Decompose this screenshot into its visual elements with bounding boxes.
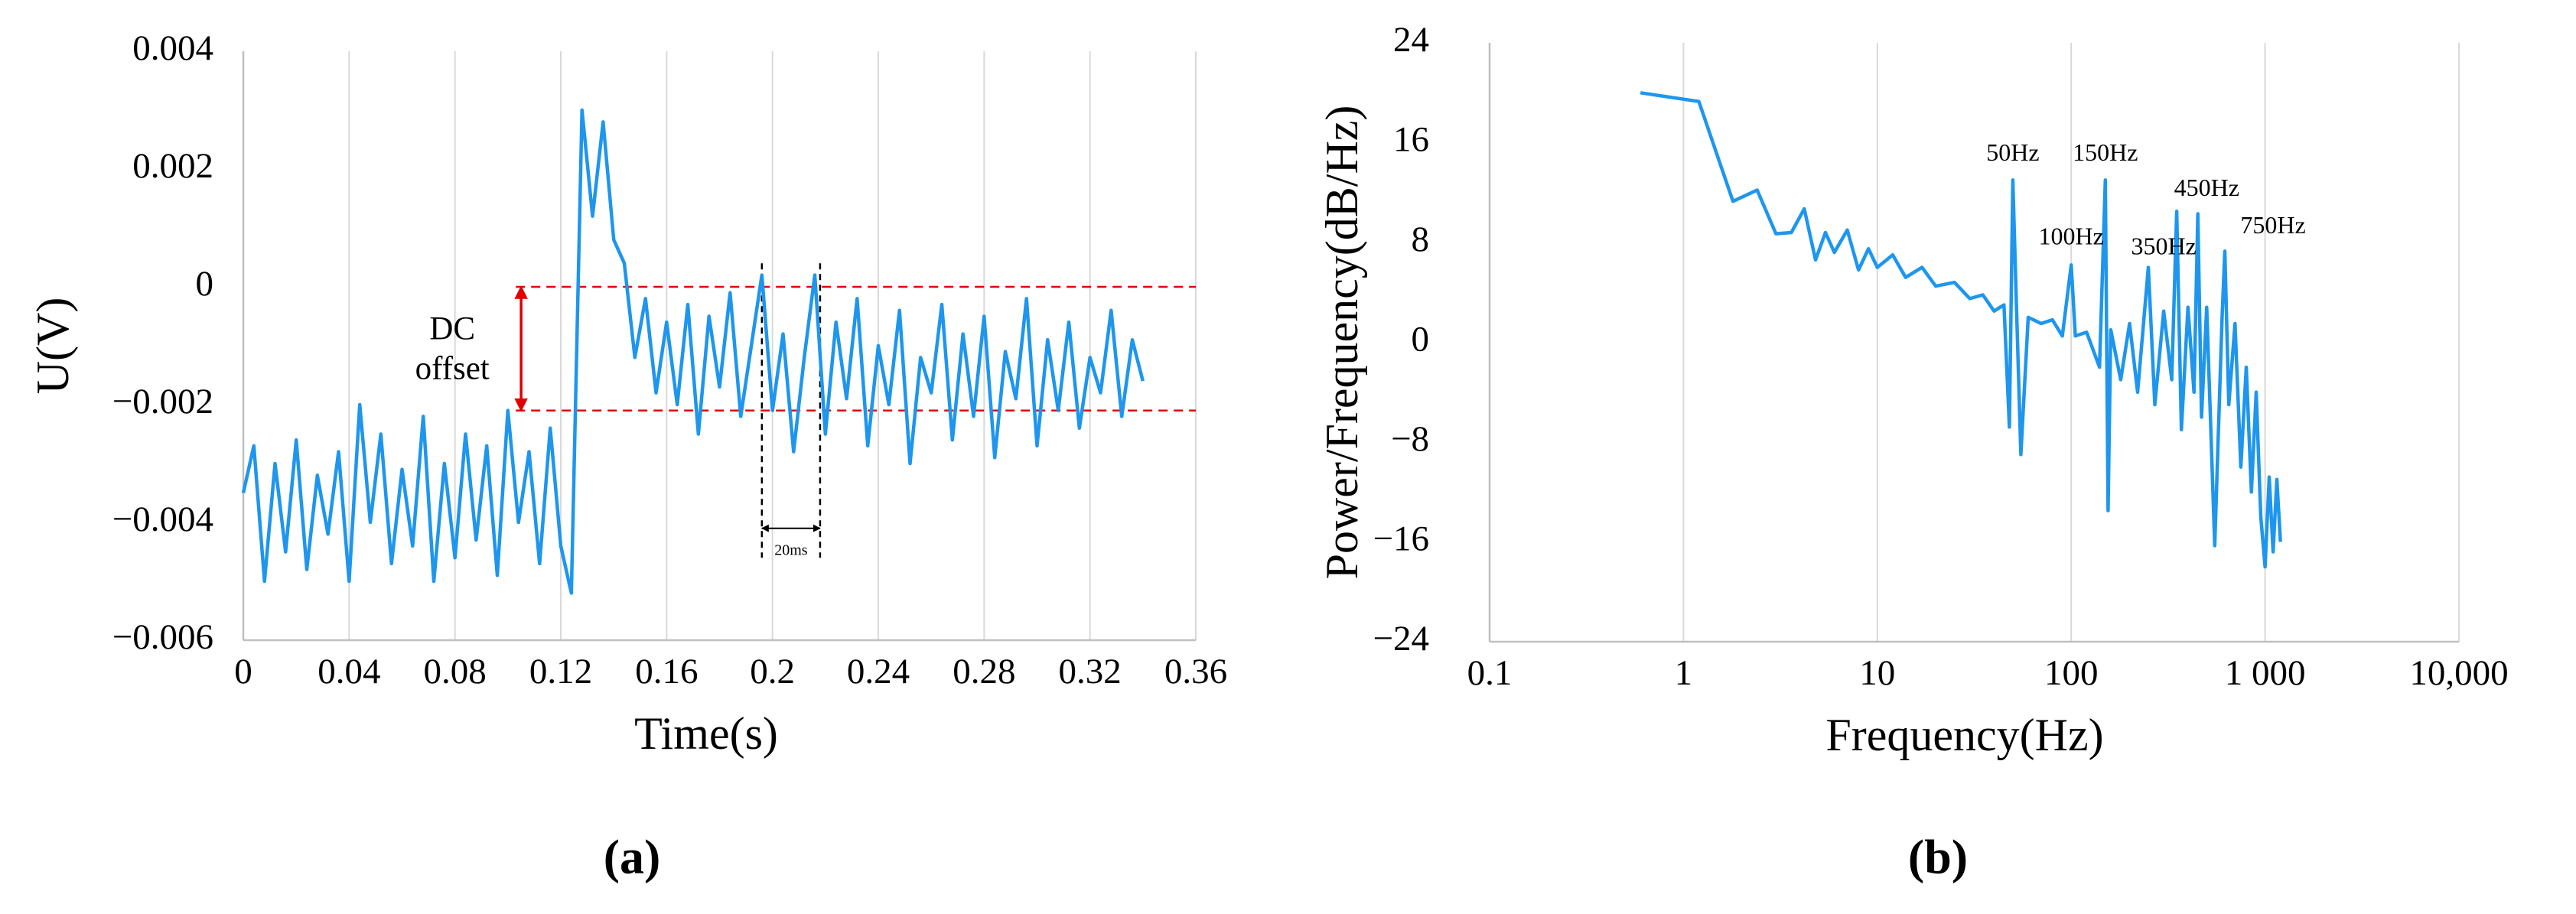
data-line [241, 108, 1145, 595]
y-tick-label: 0 [196, 264, 214, 304]
x-tick-label: 10,000 [2409, 653, 2508, 693]
peak-label: 150Hz [2073, 138, 2138, 166]
data-line [1640, 91, 2282, 569]
offset-label: offset [415, 351, 490, 387]
x-tick-label: 0.28 [953, 652, 1015, 691]
peak-label: 50Hz [1986, 138, 2039, 166]
x-tick-label: 0.2 [750, 652, 795, 691]
x-tick-label: 0.08 [424, 652, 487, 691]
x-tick-label: 1 000 [2225, 653, 2306, 693]
y-tick-label: −0.002 [112, 382, 213, 421]
x-tick-label: 100 [2044, 653, 2099, 693]
peak-label: 750Hz [2240, 211, 2305, 239]
y-tick-label: −0.006 [112, 617, 213, 657]
y-tick-label: 16 [1393, 119, 1429, 159]
offset-label: DC [429, 311, 475, 347]
y-tick-label: 0 [1412, 319, 1430, 359]
x-tick-label: 10 [1859, 653, 1895, 693]
y-axis-title: U(V) [28, 298, 78, 395]
y-tick-label: 0.004 [132, 28, 213, 68]
peak-label: 350Hz [2131, 233, 2196, 260]
y-axis-title: Power/Frequency(dB/Hz) [1317, 106, 1367, 580]
x-tick-label: 0.16 [635, 652, 698, 691]
x-axis-title: Frequency(Hz) [1825, 710, 2103, 760]
y-tick-label: 8 [1412, 220, 1430, 259]
x-tick-label: 0.32 [1059, 652, 1122, 691]
x-tick-label: 0.24 [847, 652, 910, 691]
x-tick-label: 0.04 [318, 652, 380, 691]
peak-label: 450Hz [2174, 174, 2239, 201]
period-label: 20ms [774, 542, 808, 558]
peak-label: 100Hz [2039, 222, 2104, 249]
x-tick-label: 0.12 [529, 652, 592, 691]
y-tick-label: −16 [1373, 519, 1429, 558]
x-tick-label: 0.1 [1467, 653, 1513, 693]
y-tick-label: −24 [1373, 619, 1429, 659]
panel-label: (a) [604, 830, 661, 884]
x-tick-label: 1 [1675, 653, 1693, 693]
x-tick-label: 0.36 [1164, 652, 1227, 691]
x-axis-title: Time(s) [634, 708, 778, 759]
x-tick-label: 0 [234, 652, 252, 691]
y-tick-label: −8 [1391, 419, 1429, 459]
panel-label: (b) [1908, 830, 1968, 884]
y-tick-label: 0.002 [132, 146, 213, 186]
y-tick-label: −0.004 [112, 499, 213, 539]
y-tick-label: 24 [1393, 20, 1429, 60]
